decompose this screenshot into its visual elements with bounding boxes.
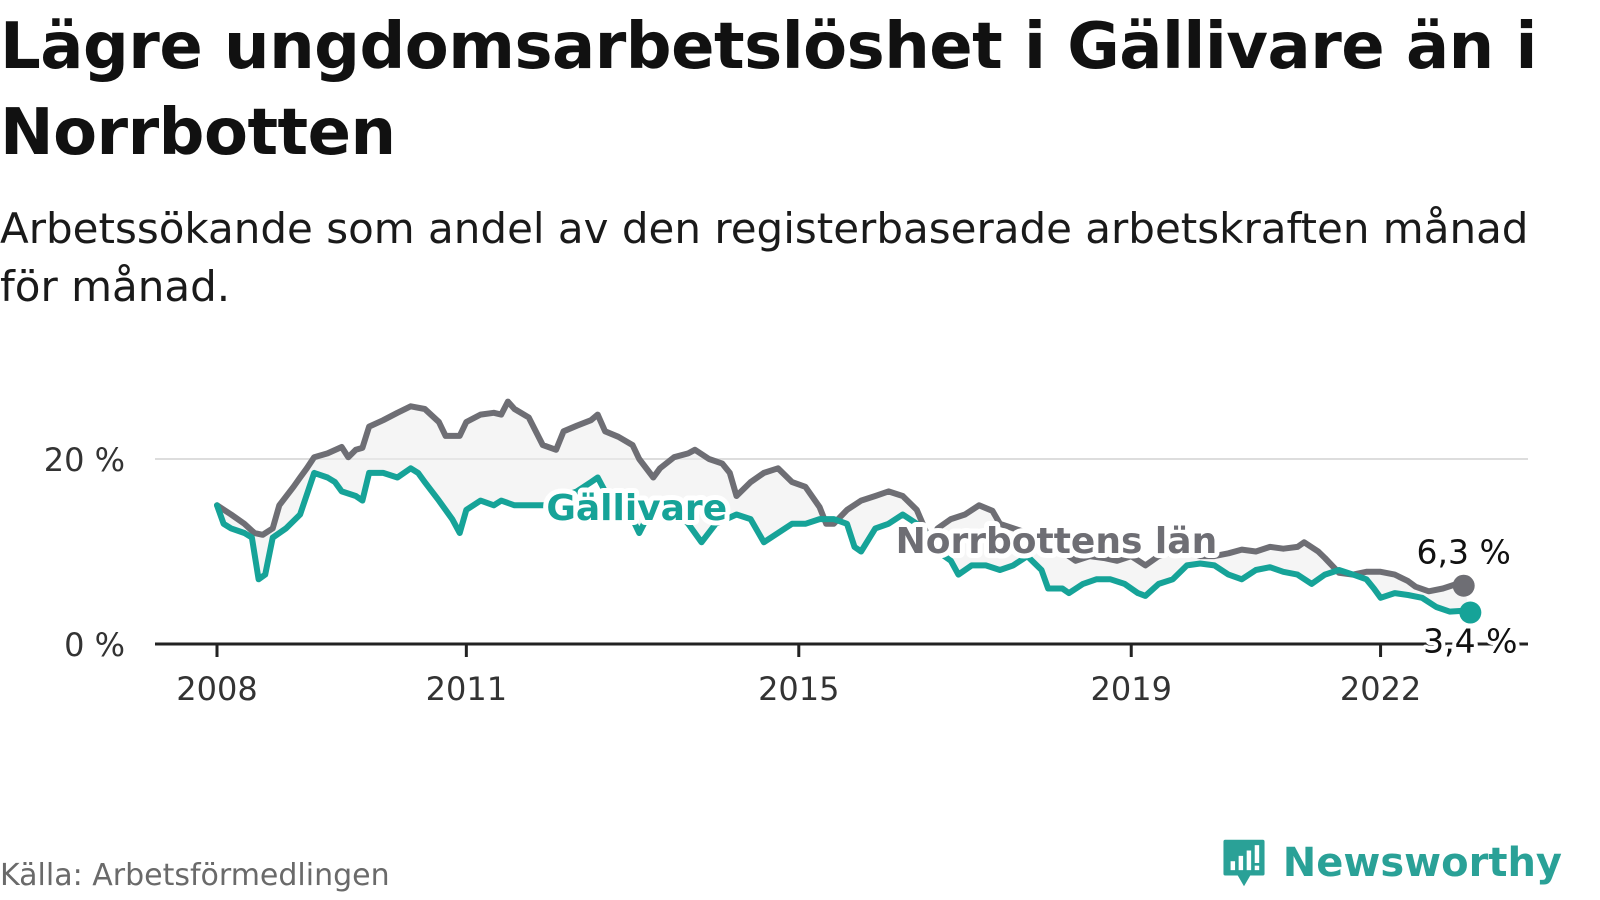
source-note: Källa: Arbetsförmedlingen: [0, 858, 390, 893]
x-tick-label: 2022: [1340, 670, 1421, 708]
grid-layer: 0 % 20 % 2008 2011 2015 2019 2022: [44, 441, 1528, 708]
end-point-norrbottens-lan: [1452, 574, 1475, 597]
x-tick-label: 2008: [176, 670, 257, 708]
brand-name: Newsworthy: [1282, 840, 1562, 886]
fill-layer: [217, 401, 1471, 613]
x-tick-label: 2011: [426, 670, 507, 708]
chart-subtitle: Arbetssökande som andel av den registerb…: [0, 204, 1529, 311]
series-line-gallivare: [214, 465, 1474, 616]
y-tick-label: 0 %: [64, 626, 125, 664]
newsworthy-logo-icon: [1223, 839, 1265, 887]
line-chart: 0 % 20 % 2008 2011 2015 2019 2022 Gällivare Nor…: [44, 398, 1528, 708]
series-label-gallivare: Gällivare: [546, 488, 727, 529]
line-layer: [214, 398, 1482, 624]
chart-title: Lägre ungdomsarbetslöshet i Gällivare än…: [0, 10, 1537, 170]
end-label-norrbottens-lan: 6,3 %: [1417, 533, 1511, 572]
label-layer: Gällivare Norrbottens län 6,3 % 3,4 %: [541, 483, 1521, 665]
x-tick-label: 2015: [758, 670, 839, 708]
series-line-norrbottens-lan: [214, 398, 1467, 595]
end-point-gallivare: [1459, 601, 1482, 624]
y-tick-label: 20 %: [44, 441, 125, 479]
series-label-norrbottens-lan: Norrbottens län: [896, 521, 1218, 562]
x-tick-label: 2019: [1091, 670, 1172, 708]
end-label-gallivare: 3,4 %: [1423, 622, 1517, 661]
gap-area: [217, 401, 1471, 613]
brand-logo: Newsworthy: [1219, 838, 1562, 888]
